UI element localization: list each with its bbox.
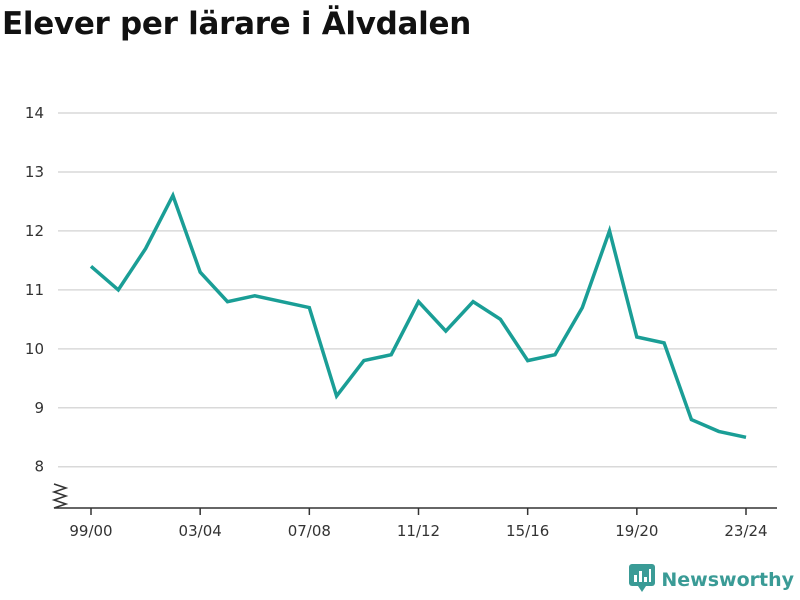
- brand-name: Newsworthy: [661, 569, 794, 591]
- chart-title: Elever per lärare i Älvdalen: [2, 6, 471, 42]
- line-chart: 8 9 10 11 12 13 14 99/00 03/04 07/08 11/12 15/16 19…: [25, 104, 777, 540]
- x-tick-label: 03/04: [179, 522, 222, 540]
- y-tick-label: 14: [25, 104, 44, 122]
- x-tick-label: 11/12: [397, 522, 440, 540]
- y-tick-label: 9: [34, 399, 44, 417]
- x-axis-ticks: 99/00 03/04 07/08 11/12 15/16 19/20 23/24: [69, 508, 768, 540]
- gridlines: [58, 112, 777, 468]
- x-tick-label: 23/24: [724, 522, 767, 540]
- x-axis: [51, 483, 777, 509]
- brand-logo: Newsworthy: [629, 564, 794, 596]
- x-tick-label: 99/00: [69, 522, 112, 540]
- x-tick-label: 15/16: [506, 522, 549, 540]
- x-tick-label: 07/08: [288, 522, 331, 540]
- axis-break-icon: [51, 483, 70, 509]
- series-layer: [89, 191, 747, 440]
- y-tick-label: 10: [25, 340, 44, 358]
- y-axis-ticks: 8 9 10 11 12 13 14: [25, 104, 44, 476]
- series-line: [89, 191, 747, 440]
- newsworthy-logo-icon: [629, 564, 656, 596]
- y-tick-label: 11: [25, 281, 44, 299]
- y-tick-label: 12: [25, 222, 44, 240]
- x-tick-label: 19/20: [615, 522, 658, 540]
- y-tick-label: 8: [34, 458, 44, 476]
- y-tick-label: 13: [25, 163, 44, 181]
